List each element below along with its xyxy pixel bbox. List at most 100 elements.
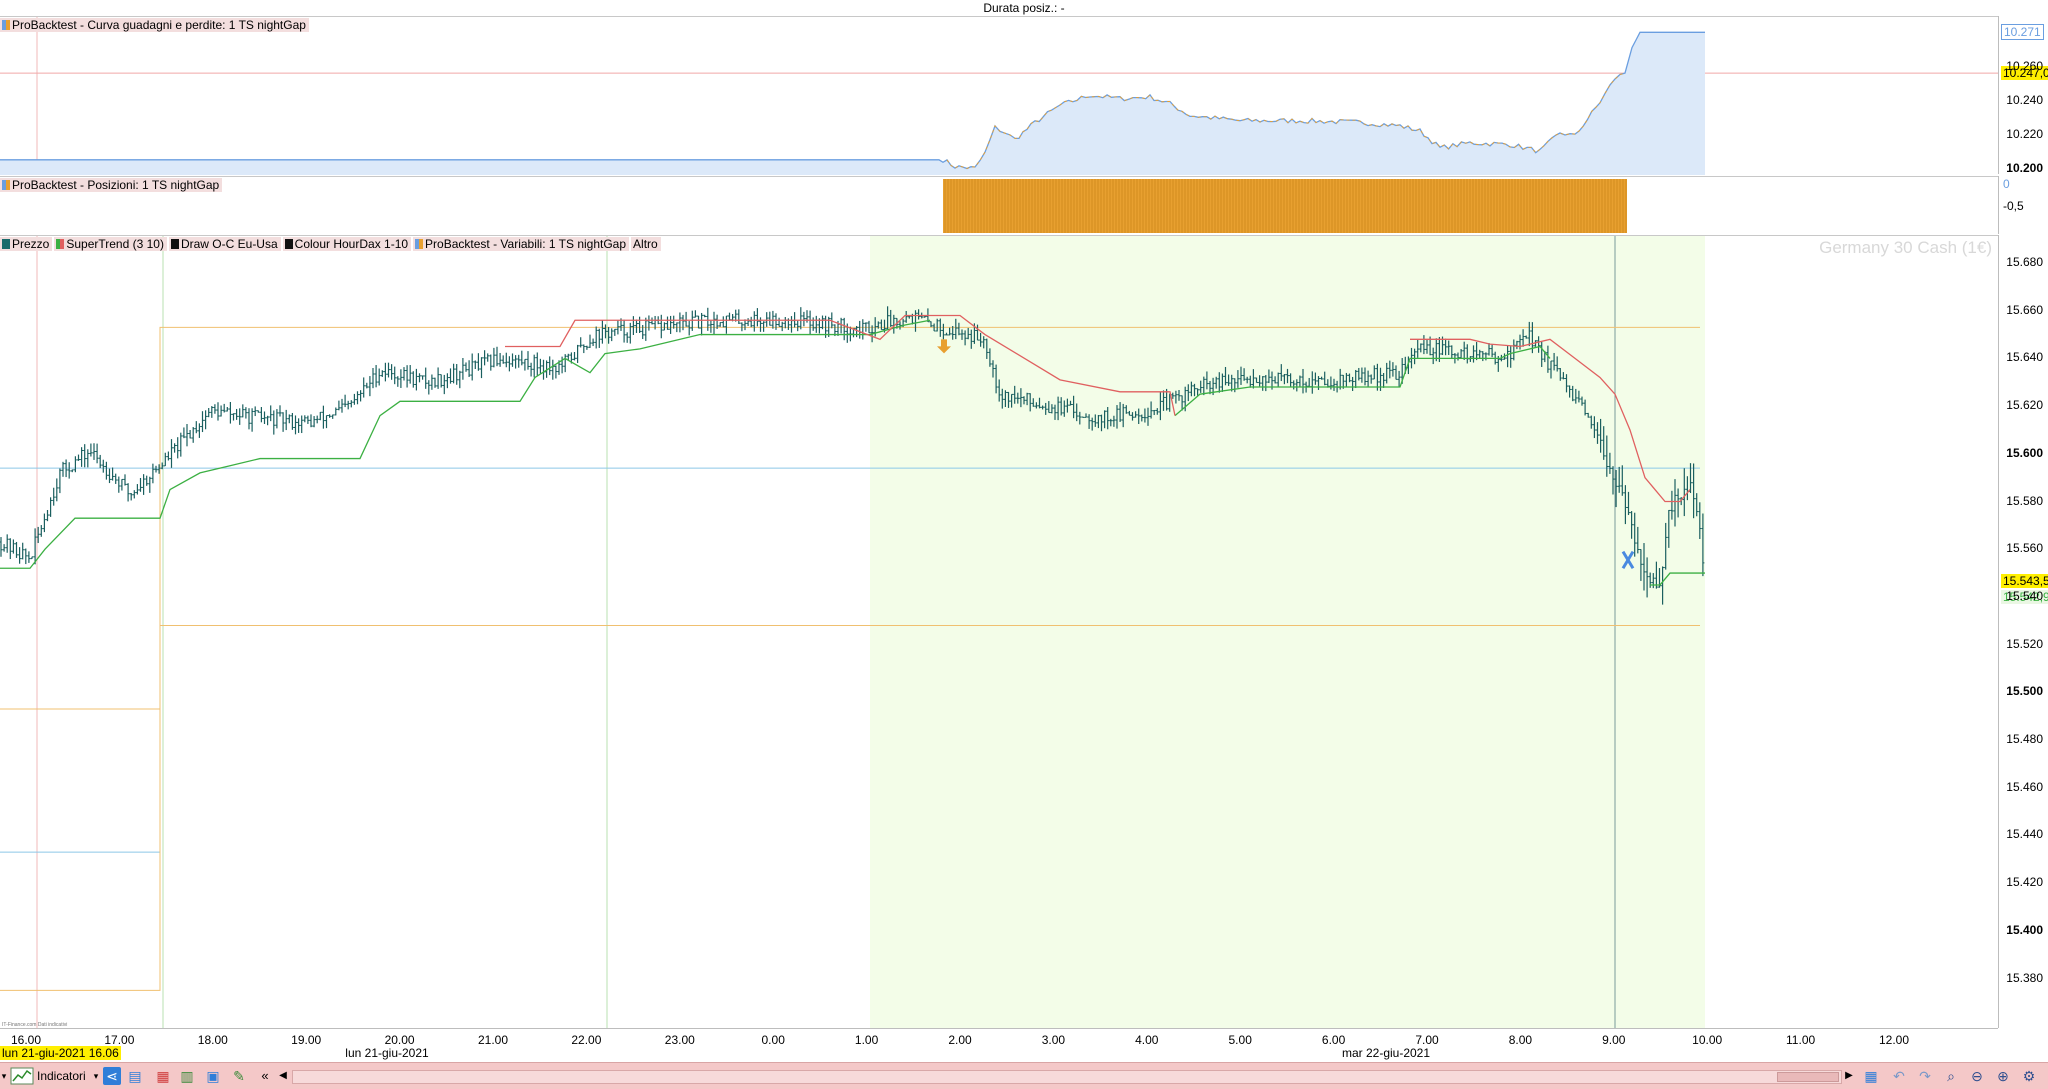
price-bar xyxy=(684,311,688,327)
price-pane[interactable]: Prezzo SuperTrend (3 10) Draw O-C Eu-Usa Co… xyxy=(0,235,1998,1029)
probuilder-icon[interactable]: ✎ xyxy=(233,1068,245,1084)
price-bar xyxy=(1555,356,1559,372)
price-axis-label: 15.400 xyxy=(2006,922,2043,937)
chart-settings-icon[interactable]: ⚙ xyxy=(2022,1068,2036,1084)
price-bar xyxy=(1558,367,1562,381)
time-tick-label: 20.00 xyxy=(384,1033,415,1047)
price-bar xyxy=(399,369,403,388)
positions-legend[interactable]: ProBacktest - Posizioni: 1 TS nightGap xyxy=(0,178,223,192)
redo-icon[interactable]: ↷ xyxy=(1919,1068,1931,1084)
positions-chart[interactable] xyxy=(0,177,1998,235)
price-bar xyxy=(61,461,65,477)
price-bar xyxy=(433,377,437,388)
comment-icon[interactable]: ▤ xyxy=(128,1068,142,1084)
price-legend-item[interactable]: Colour HourDax 1-10 xyxy=(282,237,412,251)
price-bar xyxy=(1602,426,1606,460)
price-legend-item[interactable]: Prezzo xyxy=(0,237,53,251)
price-bar xyxy=(380,370,384,377)
price-legend-item[interactable]: ProBacktest - Variabili: 1 TS nightGap xyxy=(413,237,630,251)
dropdown-arrow-icon[interactable]: ▾ xyxy=(1,1071,7,1081)
price-bar xyxy=(1242,368,1246,381)
price-bar xyxy=(371,367,375,389)
price-axis[interactable]: 15.543,5 15.542,9 15.680 15.660 15.640 15.6… xyxy=(1998,235,2048,1028)
scroll-right-icon[interactable]: ▶ xyxy=(1845,1070,1853,1081)
price-bar xyxy=(585,345,589,350)
price-bar xyxy=(693,310,697,318)
share-icon[interactable]: ⋖ xyxy=(103,1067,121,1085)
positions-axis-neg: -0,5 xyxy=(2003,199,2024,213)
price-bar xyxy=(858,320,862,339)
price-bar xyxy=(941,323,945,340)
positions-pane[interactable]: ProBacktest - Posizioni: 1 TS nightGap xyxy=(0,176,1998,235)
price-bar xyxy=(352,393,356,405)
equity-chart[interactable] xyxy=(0,17,1998,175)
price-bar xyxy=(988,348,992,367)
legend-more-button[interactable]: Altro xyxy=(631,237,661,251)
price-bar xyxy=(278,405,282,417)
zoom-area-icon[interactable]: ⌕ xyxy=(1947,1068,1955,1084)
price-bar xyxy=(1561,372,1565,380)
positions-axis[interactable]: 0 -0,5 xyxy=(1998,176,2048,234)
price-bar xyxy=(1676,488,1680,518)
price-bar xyxy=(52,487,56,506)
price-chart[interactable] xyxy=(0,236,1998,1029)
price-legend-item[interactable]: SuperTrend (3 10) xyxy=(54,237,167,251)
indicators-dropdown-icon[interactable]: ▾ xyxy=(93,1071,99,1081)
price-bar xyxy=(879,319,883,331)
price-bar xyxy=(749,316,753,328)
price-bar xyxy=(821,315,824,330)
price-bar xyxy=(275,409,279,429)
price-bar xyxy=(644,317,648,341)
price-bar xyxy=(1323,371,1327,386)
price-bar xyxy=(368,376,372,397)
price-bar xyxy=(325,415,328,429)
scrollbar-thumb[interactable] xyxy=(1777,1072,1839,1082)
price-bar xyxy=(1419,343,1423,353)
price-bar xyxy=(907,315,911,319)
equity-pane[interactable]: ProBacktest - Curva guadagni e perdite: … xyxy=(0,16,1998,175)
price-bar xyxy=(145,475,149,486)
scroll-left-icon[interactable]: ◀ xyxy=(279,1070,287,1081)
price-axis-label: 15.380 xyxy=(2006,970,2043,985)
legend-swatch-icon xyxy=(415,239,424,249)
price-bar xyxy=(780,321,784,332)
calendar-icon[interactable]: ▦ xyxy=(1864,1068,1878,1084)
price-bar xyxy=(811,317,815,331)
price-bar xyxy=(1447,340,1451,356)
time-axis[interactable]: 16.00 17.00 18.00 19.00 20.00 21.00 22.00 23.00… xyxy=(0,1028,1998,1061)
screener-icon[interactable]: ▦ xyxy=(156,1068,170,1084)
supertrend-down-line xyxy=(505,314,1176,416)
horizontal-scrollbar[interactable] xyxy=(292,1070,1842,1084)
price-bar xyxy=(1673,479,1677,527)
price-bar xyxy=(638,316,642,334)
price-bar xyxy=(715,314,719,329)
undo-icon[interactable]: ↶ xyxy=(1893,1068,1905,1084)
price-bar xyxy=(1069,400,1072,406)
price-legend-item[interactable]: Draw O-C Eu-Usa xyxy=(168,237,281,251)
backtest-icon[interactable]: ▥ xyxy=(180,1068,194,1084)
price-bar xyxy=(452,363,456,384)
price-bar xyxy=(197,423,201,438)
price-bar xyxy=(814,315,818,333)
price-bar xyxy=(622,319,626,343)
zoom-in-icon[interactable]: ⊕ xyxy=(1997,1068,2009,1084)
price-bar xyxy=(362,377,366,398)
price-bar xyxy=(1109,418,1113,427)
time-tick-label: 22.00 xyxy=(571,1033,602,1047)
price-bar xyxy=(796,320,800,332)
price-bar xyxy=(861,319,865,340)
indicators-button[interactable]: Indicatori xyxy=(10,1067,86,1085)
zoom-out-icon[interactable]: ⊖ xyxy=(1971,1068,1983,1084)
price-bar xyxy=(755,308,759,327)
code-editor-icon[interactable]: ▣ xyxy=(206,1068,220,1084)
price-bar xyxy=(1044,402,1048,415)
price-bar xyxy=(445,373,449,389)
scroll-start-icon[interactable]: « xyxy=(261,1068,269,1083)
price-bar xyxy=(414,368,418,391)
equity-price-axis[interactable]: 10.271 10.247,0 10.260 10.240 10.220 10.200 xyxy=(1998,16,2048,175)
price-bar xyxy=(1106,407,1110,430)
price-bar xyxy=(1605,435,1609,477)
price-bar xyxy=(1251,369,1255,389)
equity-legend[interactable]: ProBacktest - Curva guadagni e perdite: … xyxy=(0,18,309,32)
price-bar xyxy=(957,322,961,336)
